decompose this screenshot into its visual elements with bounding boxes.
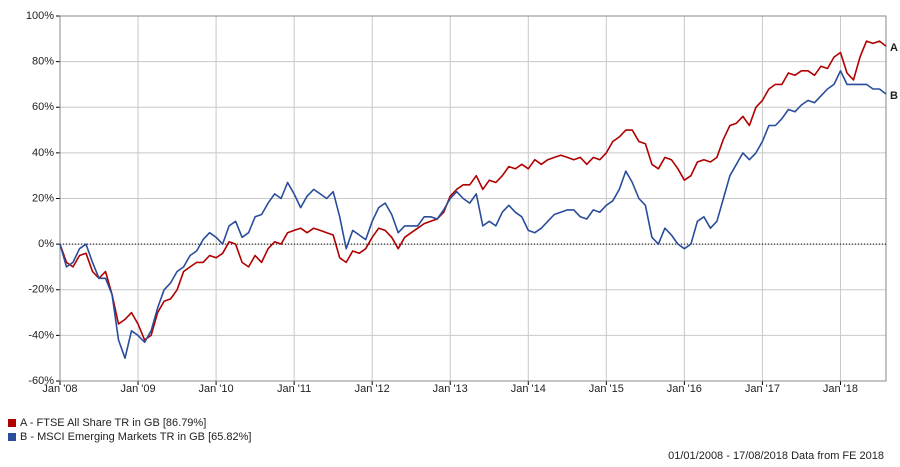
- x-tick-label: Jan '11: [277, 383, 311, 395]
- legend-label: B - MSCI Emerging Markets TR in GB [65.8…: [20, 431, 251, 443]
- x-tick-label: Jan '17: [745, 383, 780, 395]
- y-tick-label: 40%: [32, 147, 54, 159]
- legend-swatch: [8, 433, 16, 441]
- footer: 01/01/2008 - 17/08/2018 Data from FE 201…: [668, 450, 884, 462]
- series-end-label: A: [890, 42, 898, 54]
- x-tick-label: Jan '08: [42, 383, 77, 395]
- y-tick-label: -40%: [28, 329, 54, 341]
- x-tick-label: Jan '13: [433, 383, 468, 395]
- x-tick-label: Jan '09: [120, 383, 155, 395]
- y-tick-label: -20%: [28, 284, 54, 296]
- series-line: [59, 40, 887, 341]
- plot-frame: [59, 15, 887, 382]
- x-tick-label: Jan '18: [823, 383, 858, 395]
- y-tick-label: -60%: [28, 375, 54, 387]
- y-tick-label: 60%: [32, 101, 54, 113]
- x-tick-label: Jan '10: [199, 383, 234, 395]
- y-tick-label: 20%: [32, 192, 54, 204]
- series-line: [59, 70, 887, 359]
- x-tick-label: Jan '16: [667, 383, 702, 395]
- y-tick-label: 80%: [32, 56, 54, 68]
- x-tick-label: Jan '15: [589, 383, 624, 395]
- y-tick-label: 100%: [26, 10, 54, 22]
- x-tick-label: Jan '14: [511, 383, 546, 395]
- series-end-label: B: [890, 90, 898, 102]
- y-tick-label: 0%: [38, 238, 54, 250]
- legend-label: A - FTSE All Share TR in GB [86.79%]: [20, 417, 206, 429]
- x-tick-label: Jan '12: [355, 383, 390, 395]
- legend-swatch: [8, 419, 16, 427]
